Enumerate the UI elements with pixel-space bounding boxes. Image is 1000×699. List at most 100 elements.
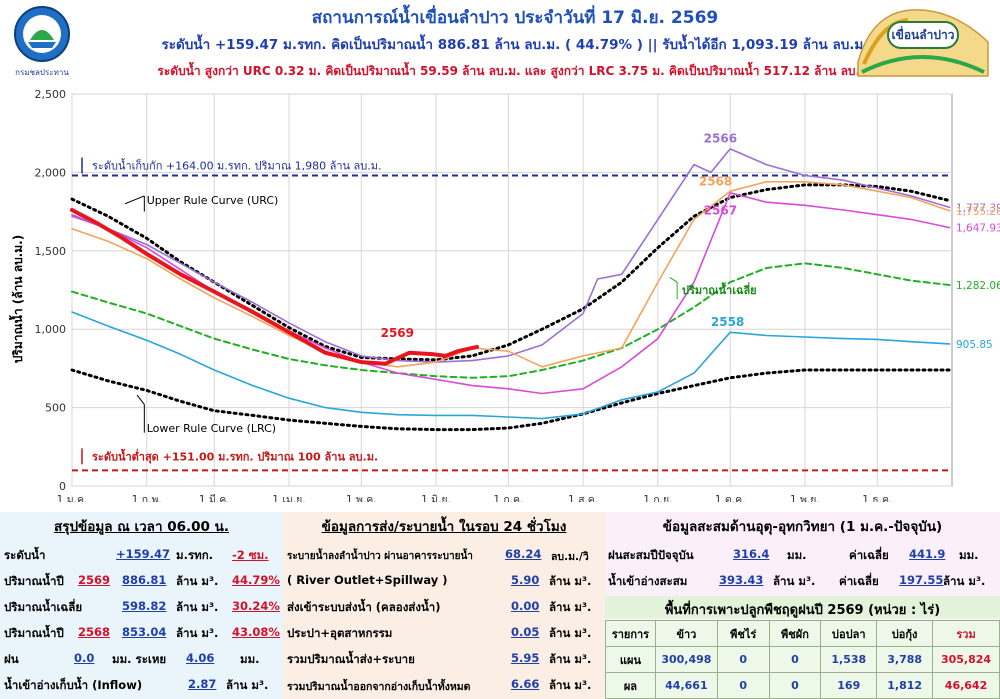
series-line--	[71, 262, 951, 379]
crop-header-vegetables: พืชผัก	[768, 620, 822, 647]
crop-header-item: รายการ	[605, 620, 656, 647]
crop-cell: ผล	[605, 672, 656, 699]
water-level-summary: ระดับน้ำ +159.47 ม.รทก. คิดเป็นปริมาณน้ำ…	[161, 37, 869, 53]
y-tick-label: 2,500	[35, 88, 67, 101]
max-storage-label: ระดับน้ำเก็บกัก +164.00 ม.รทก. ปริมาณ 1,…	[92, 158, 382, 173]
x-tick-label: 1 พ.ค.	[346, 494, 377, 502]
avg-pointer	[669, 277, 678, 283]
y-axis: 0 500 1,000 1,500 2,000 2,500	[35, 88, 67, 493]
lrc-label: Lower Rule Curve (LRC)	[147, 422, 276, 435]
x-tick-label: 1 ม.ค.	[57, 494, 88, 502]
series-line-2569	[70, 208, 479, 366]
avg-label: ปริมาณน้ำเฉลี่ย	[682, 282, 757, 297]
series-end-label: 1,647.93	[956, 223, 1000, 235]
crop-header-fish-pond: บ่อปลา	[820, 620, 878, 647]
year-label-2568: 2568	[699, 175, 732, 189]
page-title: สถานการณ์น้ำเขื่อนลำปาว ประจำวันที่ 17 ม…	[311, 8, 719, 28]
hydro-panel-title: ข้อมูลสะสมด้านอุตุ-อุทกวิทยา (1 ม.ค.-ปัจ…	[662, 519, 943, 535]
urc-label: Upper Rule Curve (URC)	[147, 194, 279, 207]
lampao-dam-logo: เขื่อนลำปาว	[857, 9, 989, 77]
crop-area-title: พื้นที่การเพาะปลูกพืชฤดูฝนปี 2569 (หน่วย…	[605, 596, 1000, 618]
row-cumulative-inflow: น้ำเข้าอ่างสะสม 393.43 ล้าน ม³. ค่าเฉลี่…	[608, 573, 986, 588]
series-end-label: 905.85	[956, 339, 993, 351]
year-label-2569: 2569	[381, 326, 414, 340]
x-tick-label: 1 ก.ค.	[493, 494, 523, 502]
series-end-label: 1,282.06	[956, 280, 1000, 292]
y-tick-label: 500	[45, 402, 66, 415]
row-rain: ฝน 0.0 มม. ระเหย 4.06 มม.	[4, 651, 260, 666]
x-tick-label: 1 เม.ย.	[272, 494, 305, 502]
crop-header-field-crops: พืชไร่	[716, 620, 770, 647]
crop-header-rice: ข้าว	[654, 620, 718, 647]
min-storage-label: ระดับน้ำต่ำสุด +151.00 ม.รทก. ปริมาณ 100…	[92, 448, 378, 464]
crop-header-total: รวม	[932, 620, 1000, 647]
series-end-label: 1,777.39	[956, 202, 1000, 214]
x-tick-label: 1 ส.ค.	[568, 494, 598, 502]
y-axis-label: ปริมาณน้ำ (ล้าน ลบ.ม.)	[8, 235, 25, 363]
release-panel-title: ข้อมูลการส่ง/ระบายน้ำ ในรอบ 24 ชั่วโมง	[321, 519, 567, 535]
header: กรมชลประทาน สถานการณ์น้ำเขื่อนลำปาว ประจ…	[0, 0, 1000, 82]
crop-header-row: รายการ ข้าว พืชไร่ พืชผัก บ่อปลา บ่อกุ้ง…	[605, 620, 1000, 647]
row-volume-2568: ปริมาณน้ำปี 2568 853.04 ล้าน ม³. 43.08%	[4, 625, 280, 640]
lrc-pointer	[136, 394, 145, 405]
rule-curve-summary: ระดับน้ำ สูงกว่า URC 0.32 ม. คิดเป็นปริม…	[157, 64, 873, 78]
crop-header-shrimp-pond: บ่อกุ้ง	[876, 620, 934, 647]
x-tick-label: 1 ธ.ค.	[862, 494, 892, 502]
row-volume-average: ปริมาณน้ำเฉลี่ย 598.82 ล้าน ม³. 30.24%	[4, 599, 280, 614]
series-end-label: 1,755.20	[956, 206, 1000, 218]
summary-panel: สรุปข้อมูล ณ เวลา 06.00 น. ระดับน้ำ +159…	[0, 512, 283, 699]
row-river-release: ระบายน้ำลงลำน้ำปาว ผ่านอาคารระบายน้ำ 68.…	[287, 547, 589, 563]
storage-chart: 0 500 1,000 1,500 2,000 2,500 1 ม.ค. 1 ก.พ. 1 ม…	[0, 84, 1000, 502]
x-tick-label: 1 พ.ย.	[790, 494, 820, 502]
crop-plan-row: แผน 300,498 0 0 1,538 3,788 305,824	[605, 646, 1000, 673]
crop-cell: 0	[768, 672, 822, 699]
row-water-supply-industry: ประปา+อุตสาหกรรม 0.05 ล้าน ม³.	[287, 625, 592, 640]
rid-logo	[14, 6, 70, 62]
series-line-2568	[71, 181, 951, 368]
series	[70, 148, 952, 432]
release-panel: ข้อมูลการส่ง/ระบายน้ำ ในรอบ 24 ชั่วโมง ร…	[283, 512, 605, 699]
crop-result-row: ผล 44,661 0 0 169 1,812 46,642	[605, 672, 1000, 699]
summary-panel-title: สรุปข้อมูล ณ เวลา 06.00 น.	[54, 519, 229, 535]
series-line-Lower-Rule-Curve-LRC-	[70, 368, 952, 432]
year-label-2567: 2567	[704, 204, 737, 218]
crop-cell: 1,538	[820, 646, 878, 673]
year-label-2566: 2566	[704, 132, 737, 146]
crop-cell: 300,498	[654, 646, 718, 673]
y-tick-label: 1,500	[35, 245, 67, 258]
crop-cell: 0	[768, 646, 822, 673]
hydro-panel: ข้อมูลสะสมด้านอุตุ-อุทกวิทยา (1 ม.ค.-ปัจ…	[605, 512, 1000, 699]
grid	[71, 93, 952, 487]
series-line-2558	[71, 311, 951, 420]
crop-cell: แผน	[605, 646, 656, 673]
y-tick-label: 0	[59, 480, 66, 493]
urc-pointer	[124, 195, 145, 205]
x-tick-label: 1 ต.ค.	[715, 494, 746, 502]
row-canal-supply: ส่งเข้าระบบส่งน้ำ (คลองส่งน้ำ) 0.00 ล้าน…	[287, 599, 592, 614]
crop-cell-total: 305,824	[932, 646, 1000, 673]
y-tick-label: 1,000	[35, 323, 67, 336]
row-total-outflow: รวมปริมาณน้ำออกจากอ่างเก็บน้ำทั้งหมด 6.6…	[287, 677, 592, 693]
crop-area-table: รายการ ข้าว พืชไร่ พืชผัก บ่อปลา บ่อกุ้ง…	[605, 620, 1000, 699]
x-axis: 1 ม.ค. 1 ก.พ. 1 มี.ค. 1 เม.ย. 1 พ.ค. 1 มิ.ย. 1…	[57, 493, 893, 502]
series-line-2566	[71, 148, 951, 363]
crop-cell: 1,812	[876, 672, 934, 699]
x-tick-label: 1 ก.พ.	[132, 494, 162, 502]
crop-cell: 3,788	[876, 646, 934, 673]
dam-logo-text: เขื่อนลำปาว	[892, 26, 955, 42]
x-tick-label: 1 ก.ย.	[643, 494, 672, 502]
x-tick-label: 1 มี.ค.	[199, 493, 230, 502]
reference-lines: ระดับน้ำเก็บกัก +164.00 ม.รทก. ปริมาณ 1,…	[72, 157, 952, 472]
row-outlet-spillway: ( River Outlet+Spillway ) 5.90 ล้าน ม³.	[287, 573, 592, 588]
row-volume-2569: ปริมาณน้ำปี 2569 886.81 ล้าน ม³. 44.79%	[4, 573, 280, 588]
crop-cell: 0	[716, 646, 770, 673]
crop-cell-total: 46,642	[932, 672, 1000, 699]
rid-logo-caption: กรมชลประทาน	[15, 68, 69, 77]
summary-tables: สรุปข้อมูล ณ เวลา 06.00 น. ระดับน้ำ +159…	[0, 512, 1000, 699]
crop-cell: 44,661	[654, 672, 718, 699]
row-total-supply-release: รวมปริมาณน้ำส่ง+ระบาย 5.95 ล้าน ม³.	[287, 651, 592, 666]
row-water-level: ระดับน้ำ +159.47 ม.รทก. -2 ซม.	[4, 547, 269, 562]
annotations: 1,282.06 905.85 1,777.39 1,647.93 1,755.20 25…	[124, 132, 1000, 435]
crop-cell: 0	[716, 672, 770, 699]
